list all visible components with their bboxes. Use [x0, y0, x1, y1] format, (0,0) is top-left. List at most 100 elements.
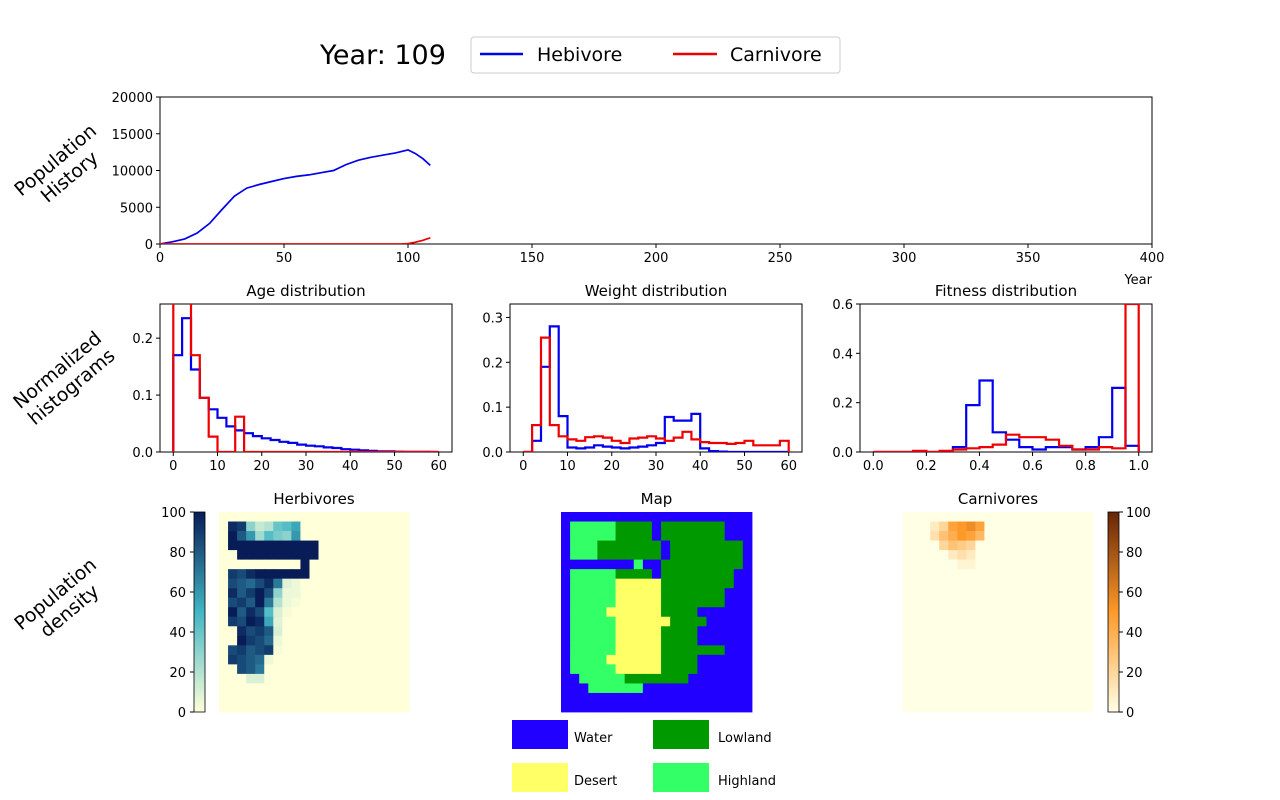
density-cell	[282, 550, 292, 561]
density-cell	[390, 607, 401, 618]
density-cell	[921, 626, 931, 637]
density-cell	[345, 531, 356, 541]
map-cell	[651, 683, 662, 694]
density-cell	[381, 521, 392, 532]
density-cell	[939, 607, 949, 618]
density-cell	[219, 559, 229, 570]
density-cell	[372, 645, 383, 656]
density-cell	[1074, 645, 1085, 656]
density-cell	[282, 607, 292, 618]
density-cell	[309, 569, 319, 580]
colorbar-tick-label: 80	[169, 546, 186, 561]
density-cell	[327, 664, 338, 675]
density-cell	[921, 635, 931, 646]
density-cell	[300, 559, 310, 570]
density-cell	[291, 616, 301, 627]
density-cell	[912, 702, 922, 713]
density-cell	[273, 540, 283, 551]
density-cell	[381, 635, 392, 646]
density-cell	[1074, 597, 1085, 608]
density-cell	[237, 569, 247, 580]
density-cell	[246, 664, 256, 675]
density-cell	[381, 692, 392, 703]
density-cell	[1065, 616, 1076, 627]
map-title: Herbivores	[273, 490, 354, 508]
density-cell	[300, 531, 310, 541]
density-cell	[966, 702, 976, 713]
density-cell	[354, 692, 365, 703]
density-cell	[291, 531, 301, 541]
density-cell	[912, 635, 922, 646]
legend-swatch-water	[512, 720, 568, 749]
density-cell	[912, 569, 922, 580]
density-cell	[903, 550, 913, 561]
density-cell	[372, 512, 383, 522]
density-cell	[1056, 550, 1067, 561]
density-cell	[255, 597, 265, 608]
map-cell	[651, 635, 662, 646]
density-cell	[966, 521, 976, 532]
density-cell	[957, 683, 967, 694]
density-cell	[228, 616, 238, 627]
density-cell	[327, 692, 338, 703]
map-cell	[606, 597, 616, 608]
density-cell	[372, 569, 383, 580]
map-cell	[570, 531, 580, 541]
density-cell	[399, 578, 410, 589]
map-cell	[561, 569, 571, 580]
density-cell	[1083, 521, 1094, 532]
map-cell	[606, 550, 616, 561]
density-cell	[255, 654, 265, 665]
density-cell	[903, 654, 913, 665]
density-cell	[309, 559, 319, 570]
density-cell	[930, 645, 940, 656]
map-cell	[579, 626, 589, 637]
map-cell	[642, 692, 653, 703]
density-cell	[1065, 654, 1076, 665]
density-cell	[903, 512, 913, 522]
density-cell	[966, 569, 976, 580]
map-cell	[633, 569, 644, 580]
density-cell	[930, 702, 940, 713]
density-cell	[255, 578, 265, 589]
density-cell	[309, 626, 319, 637]
map-cell	[615, 616, 626, 627]
density-cell	[1047, 673, 1058, 684]
x-tick-label: 0.2	[916, 459, 937, 474]
map-cell	[642, 569, 653, 580]
x-tick-label: 30	[648, 459, 665, 474]
density-cell	[336, 702, 347, 713]
y-tick-label: 0	[145, 238, 153, 253]
density-cell	[336, 645, 347, 656]
density-cell	[993, 540, 1003, 551]
map-cell	[633, 607, 644, 618]
map-cell	[633, 702, 644, 713]
map-cell	[579, 654, 589, 665]
density-cell	[327, 607, 338, 618]
map-cell	[606, 588, 616, 599]
density-cell	[399, 569, 410, 580]
density-cell	[903, 540, 913, 551]
density-cell	[345, 578, 356, 589]
density-cell	[993, 559, 1003, 570]
x-tick-label: 50	[386, 459, 403, 474]
density-cell	[300, 607, 310, 618]
density-cell	[345, 607, 356, 618]
map-cell	[679, 550, 689, 561]
map-cell	[688, 540, 698, 551]
map-cell	[688, 645, 698, 656]
map-cell	[633, 683, 644, 694]
fitness-histogram: 0.0 0.2 0.4 0.6 0.8 1.0 0.0 0.2 0.4 0.6 Fitness di…	[832, 282, 1153, 474]
hist-step-carnivore	[523, 336, 790, 452]
colorbar-tick-label: 20	[169, 666, 186, 681]
density-cell	[246, 512, 256, 522]
density-cell	[372, 683, 383, 694]
density-cell	[237, 588, 247, 599]
map-cell	[706, 559, 717, 570]
density-cell	[336, 616, 347, 627]
density-cell	[903, 521, 913, 532]
x-tick-label: 40	[692, 459, 709, 474]
map-cell	[679, 645, 689, 656]
map-cell	[697, 559, 707, 570]
map-cell	[642, 550, 653, 561]
